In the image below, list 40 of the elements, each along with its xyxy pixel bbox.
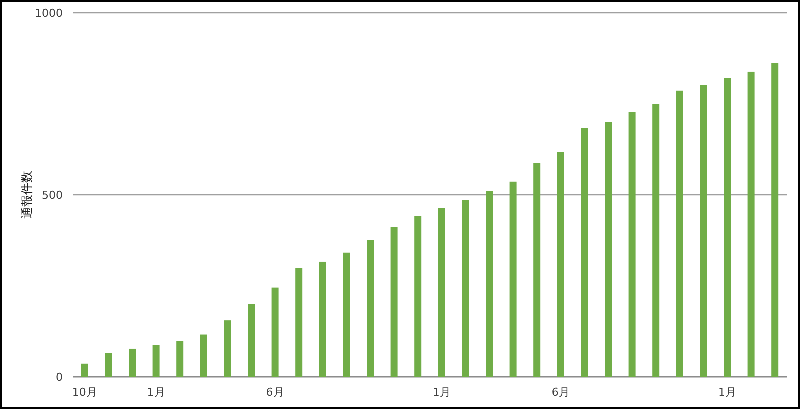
- bar: [486, 190, 493, 377]
- bar: [652, 104, 660, 377]
- bar: [628, 112, 636, 377]
- bar: [557, 152, 564, 377]
- bar: [343, 252, 350, 377]
- bar: [272, 288, 279, 377]
- y-tick-label: 0: [56, 371, 63, 384]
- bar: [772, 63, 779, 377]
- bar: [676, 90, 684, 377]
- bar: [105, 353, 112, 377]
- x-tick-label: 1月: [432, 386, 451, 399]
- bar: [296, 268, 303, 377]
- bar: [581, 128, 588, 377]
- bar: [81, 364, 88, 377]
- bar: [248, 304, 255, 377]
- x-tick-label: 6月: [266, 386, 284, 399]
- bar: [176, 341, 184, 377]
- bar: [414, 216, 422, 377]
- x-tick-label: 6月: [552, 386, 570, 399]
- bar: [367, 240, 374, 377]
- bar: [390, 227, 398, 377]
- x-tick-label: 1月: [718, 386, 736, 399]
- bar: [462, 200, 470, 377]
- bar: [534, 163, 541, 377]
- bar: [605, 122, 612, 377]
- x-tick-label: 10月: [72, 386, 98, 399]
- bar: [724, 78, 731, 377]
- x-tick-label: 1月: [147, 386, 166, 399]
- bar: [748, 72, 755, 377]
- bar: [152, 345, 160, 377]
- bar: [129, 348, 136, 377]
- y-axis-title: 通報件数: [20, 171, 34, 219]
- bar: [510, 182, 517, 377]
- bar: [438, 208, 446, 377]
- bar: [700, 85, 708, 377]
- bar: [224, 320, 232, 377]
- bar: [319, 262, 326, 377]
- bar: [200, 334, 208, 377]
- y-tick-label: 500: [42, 189, 63, 202]
- y-tick-label: 1000: [35, 7, 63, 20]
